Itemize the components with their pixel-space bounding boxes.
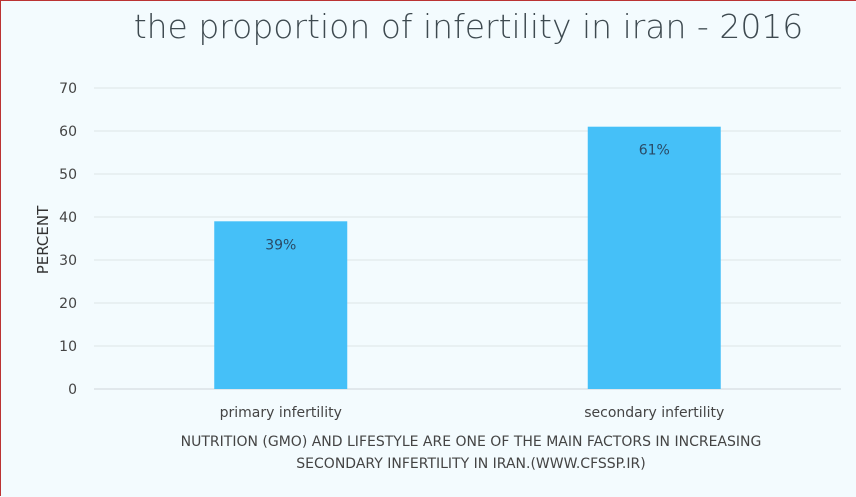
data-label: 39% bbox=[265, 237, 296, 253]
y-tick-label: 10 bbox=[59, 339, 77, 355]
y-tick-label: 50 bbox=[59, 167, 77, 183]
caption-line-1: NUTRITION (GMO) AND LIFESTYLE ARE ONE OF… bbox=[180, 434, 762, 450]
caption-line-2: SECONDARY INFERTILITY IN IRAN.(WWW.CFSSP… bbox=[296, 456, 646, 472]
y-tick-label: 0 bbox=[68, 382, 77, 398]
y-tick-label: 40 bbox=[59, 210, 77, 226]
bar bbox=[214, 221, 348, 389]
y-tick-label: 70 bbox=[59, 81, 77, 97]
chart-title: the proportion of infertility in iran - … bbox=[133, 7, 804, 46]
y-tick-label: 60 bbox=[59, 124, 77, 140]
data-label: 61% bbox=[639, 143, 670, 159]
bar bbox=[587, 126, 721, 389]
caption: NUTRITION (GMO) AND LIFESTYLE ARE ONE OF… bbox=[81, 431, 856, 475]
x-tick-label: secondary infertility bbox=[584, 405, 724, 421]
y-tick-label: 30 bbox=[59, 253, 77, 269]
y-tick-label: 20 bbox=[59, 296, 77, 312]
x-tick-label: primary infertility bbox=[220, 405, 342, 421]
